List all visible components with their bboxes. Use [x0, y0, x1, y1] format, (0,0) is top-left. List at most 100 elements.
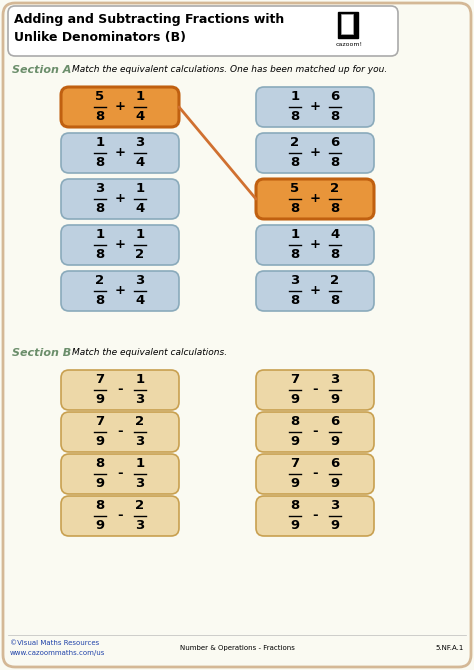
Text: 1: 1 [136, 228, 145, 241]
Text: 3: 3 [95, 182, 105, 195]
Text: 8: 8 [95, 294, 105, 307]
FancyBboxPatch shape [341, 14, 353, 34]
Text: 3: 3 [136, 274, 145, 287]
FancyBboxPatch shape [256, 179, 374, 219]
Text: 6: 6 [330, 415, 340, 428]
Text: +: + [310, 239, 320, 251]
Text: 5.NF.A.1: 5.NF.A.1 [436, 645, 464, 651]
Text: 9: 9 [330, 519, 339, 532]
Text: 8: 8 [291, 415, 300, 428]
Text: 9: 9 [95, 393, 105, 406]
Text: 6: 6 [330, 136, 340, 149]
Text: -: - [117, 468, 123, 480]
Text: 2: 2 [95, 274, 105, 287]
Text: +: + [115, 100, 126, 113]
Text: 9: 9 [95, 477, 105, 490]
Text: 4: 4 [136, 110, 145, 123]
FancyBboxPatch shape [256, 454, 374, 494]
Text: +: + [310, 100, 320, 113]
Text: 8: 8 [95, 457, 105, 470]
Text: 3: 3 [136, 435, 145, 448]
Text: 6: 6 [330, 457, 340, 470]
Text: -: - [312, 468, 318, 480]
FancyBboxPatch shape [61, 133, 179, 173]
Text: 3: 3 [136, 477, 145, 490]
Text: 4: 4 [330, 228, 340, 241]
FancyBboxPatch shape [256, 271, 374, 311]
Text: ©Visual Maths Resources: ©Visual Maths Resources [10, 640, 99, 646]
Text: 9: 9 [291, 435, 300, 448]
Text: 1: 1 [95, 228, 105, 241]
Text: www.cazoommaths.com/us: www.cazoommaths.com/us [10, 650, 105, 656]
FancyBboxPatch shape [256, 370, 374, 410]
Text: 1: 1 [136, 182, 145, 195]
Text: 1: 1 [291, 90, 300, 103]
Text: 1: 1 [291, 228, 300, 241]
Text: +: + [310, 192, 320, 206]
Text: 9: 9 [330, 435, 339, 448]
Text: 8: 8 [95, 110, 105, 123]
Text: 5: 5 [291, 182, 300, 195]
Text: 3: 3 [136, 136, 145, 149]
FancyBboxPatch shape [256, 133, 374, 173]
Text: 8: 8 [330, 110, 340, 123]
Text: 3: 3 [136, 519, 145, 532]
Text: 4: 4 [136, 202, 145, 215]
FancyBboxPatch shape [61, 87, 179, 127]
Text: 2: 2 [136, 499, 145, 512]
Text: +: + [115, 192, 126, 206]
FancyBboxPatch shape [3, 3, 471, 667]
Text: 1: 1 [95, 136, 105, 149]
Text: +: + [115, 285, 126, 297]
Text: cazoom!: cazoom! [336, 42, 363, 47]
Text: Adding and Subtracting Fractions with: Adding and Subtracting Fractions with [14, 13, 284, 26]
Text: 9: 9 [291, 393, 300, 406]
Text: 8: 8 [291, 294, 300, 307]
Text: -: - [312, 383, 318, 397]
FancyBboxPatch shape [256, 496, 374, 536]
Text: 7: 7 [291, 457, 300, 470]
Text: +: + [115, 147, 126, 159]
FancyBboxPatch shape [61, 271, 179, 311]
Text: -: - [117, 425, 123, 438]
FancyBboxPatch shape [256, 87, 374, 127]
Text: 8: 8 [95, 248, 105, 261]
FancyBboxPatch shape [61, 496, 179, 536]
Text: 8: 8 [330, 294, 340, 307]
FancyBboxPatch shape [61, 179, 179, 219]
Text: 9: 9 [291, 519, 300, 532]
Text: -: - [312, 425, 318, 438]
FancyBboxPatch shape [61, 454, 179, 494]
Text: 3: 3 [330, 373, 340, 386]
Text: 8: 8 [330, 248, 340, 261]
Text: 8: 8 [291, 202, 300, 215]
Text: 2: 2 [136, 248, 145, 261]
Text: 8: 8 [95, 202, 105, 215]
Text: +: + [310, 285, 320, 297]
Text: 2: 2 [330, 182, 339, 195]
Text: 2: 2 [330, 274, 339, 287]
Text: -: - [312, 509, 318, 523]
Text: 9: 9 [95, 519, 105, 532]
Text: Section A: Section A [12, 65, 72, 75]
Text: 8: 8 [291, 110, 300, 123]
Text: +: + [115, 239, 126, 251]
Text: Match the equivalent calculations. One has been matched up for you.: Match the equivalent calculations. One h… [72, 65, 387, 74]
FancyBboxPatch shape [338, 12, 358, 38]
FancyBboxPatch shape [256, 225, 374, 265]
Text: Number & Operations - Fractions: Number & Operations - Fractions [180, 645, 294, 651]
Text: 8: 8 [95, 156, 105, 169]
Text: 8: 8 [291, 156, 300, 169]
Text: 3: 3 [291, 274, 300, 287]
Text: -: - [117, 383, 123, 397]
Text: 9: 9 [291, 477, 300, 490]
FancyBboxPatch shape [256, 412, 374, 452]
Text: 7: 7 [95, 373, 105, 386]
Text: 8: 8 [330, 202, 340, 215]
Text: 2: 2 [136, 415, 145, 428]
Text: 8: 8 [291, 499, 300, 512]
Text: 1: 1 [136, 457, 145, 470]
Text: Match the equivalent calculations.: Match the equivalent calculations. [72, 348, 227, 357]
Text: 9: 9 [330, 477, 339, 490]
Text: 4: 4 [136, 294, 145, 307]
